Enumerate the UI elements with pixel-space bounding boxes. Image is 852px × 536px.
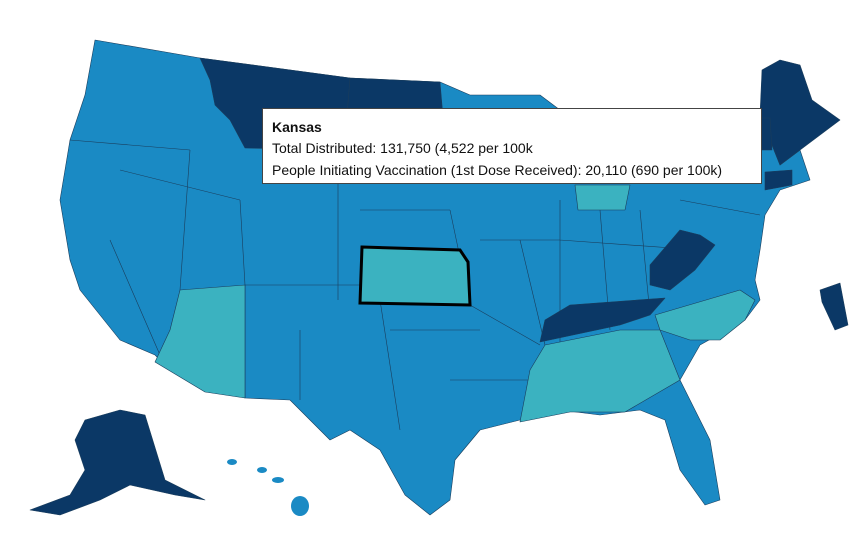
- arizona: [154, 284, 246, 399]
- state-borders: [69, 139, 761, 431]
- territory: [819, 282, 849, 331]
- alaska: [29, 409, 206, 516]
- south-states: [519, 329, 681, 423]
- north-east-state: [759, 59, 841, 166]
- tooltip-title: Kansas: [272, 119, 322, 135]
- connecticut: [764, 169, 793, 191]
- west-virginia: [649, 229, 716, 291]
- tooltip-line: People Initiating Vaccination (1st Dose …: [272, 162, 723, 178]
- ohio-region: [574, 184, 631, 211]
- north-carolina: [654, 289, 756, 341]
- kansas-highlight[interactable]: [358, 245, 472, 307]
- hawaii: [227, 459, 309, 516]
- tooltip: Kansas Total Distributed: 131,750 (4,522…: [262, 108, 762, 184]
- tennessee: [539, 297, 666, 343]
- tooltip-line: Total Distributed: 131,750 (4,522 per 10…: [272, 140, 533, 156]
